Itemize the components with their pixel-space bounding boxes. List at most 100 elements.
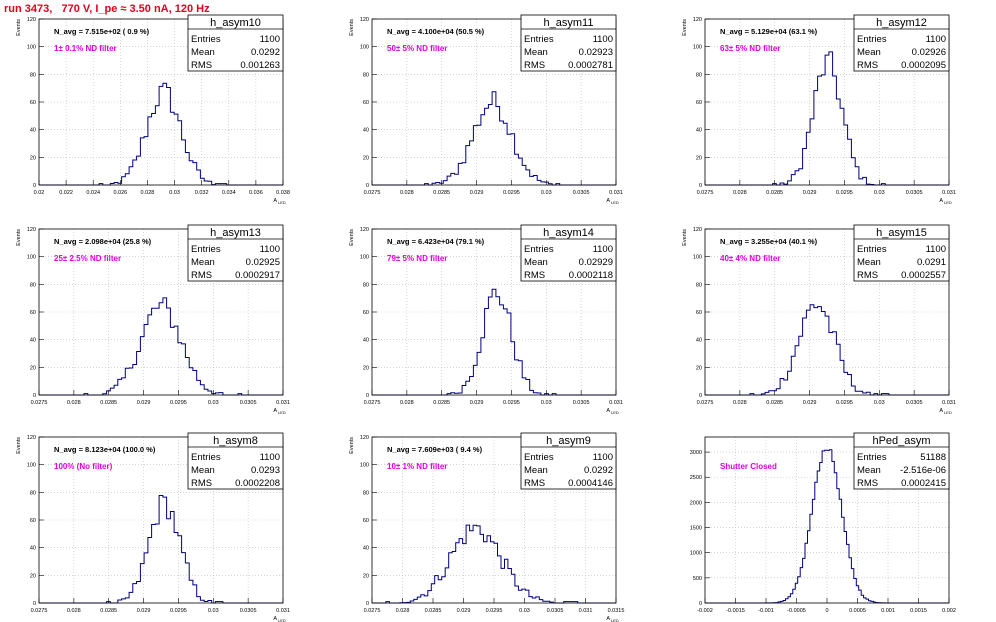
x-tick-label: 0.0295 bbox=[836, 400, 853, 406]
x-tick-label: 0.0305 bbox=[906, 400, 923, 406]
y-tick-label: 120 bbox=[27, 17, 36, 23]
stats-entries-label: Entries bbox=[524, 244, 554, 255]
y-tick-label: 60 bbox=[30, 100, 36, 106]
x-tick-label: 0.028 bbox=[396, 608, 410, 614]
x-tick-label: 0.029 bbox=[803, 190, 817, 196]
y-tick-label: 40 bbox=[696, 338, 702, 344]
stats-entries-value: 1100 bbox=[260, 244, 280, 255]
x-tick-label: -0.001 bbox=[758, 608, 774, 614]
stats-entries-value: 1100 bbox=[593, 34, 613, 45]
x-axis-title: A bbox=[939, 408, 943, 414]
stats-rms-value: 0.001263 bbox=[240, 60, 280, 71]
filter-label: 1± 0.1% ND filter bbox=[54, 44, 117, 53]
stats-mean-label: Mean bbox=[857, 47, 881, 58]
x-tick-label: -0.0005 bbox=[787, 608, 806, 614]
stats-rms-value: 0.0002557 bbox=[901, 270, 946, 281]
stats-rms-label: RMS bbox=[524, 270, 545, 281]
stats-mean-label: Mean bbox=[191, 465, 215, 476]
x-tick-label: 0.0305 bbox=[573, 190, 590, 196]
stats-rms-value: 0.0002917 bbox=[235, 270, 280, 281]
x-tick-label: 0.0275 bbox=[697, 190, 714, 196]
y-tick-label: 40 bbox=[696, 128, 702, 134]
x-tick-label: 0.0305 bbox=[906, 190, 923, 196]
x-tick-label: 0.0275 bbox=[364, 400, 381, 406]
x-tick-label: 0.024 bbox=[86, 190, 100, 196]
x-tick-label: 0.0275 bbox=[364, 190, 381, 196]
x-tick-label: 0.0285 bbox=[425, 608, 442, 614]
y-tick-label: 100 bbox=[27, 45, 36, 51]
stats-rms-value: 0.0002208 bbox=[235, 478, 280, 489]
stats-entries-label: Entries bbox=[191, 452, 221, 463]
x-tick-label: 0.0285 bbox=[766, 400, 783, 406]
y-tick-label: 80 bbox=[30, 72, 36, 78]
x-tick-label: 0.029 bbox=[137, 400, 151, 406]
histogram-panel-h_asym10 bbox=[38, 14, 284, 186]
y-tick-label: 80 bbox=[696, 72, 702, 78]
x-axis-title: A bbox=[606, 198, 610, 204]
y-axis-title: Events bbox=[682, 229, 688, 246]
x-tick-label: 0.029 bbox=[137, 608, 151, 614]
stats-rms-label: RMS bbox=[191, 60, 212, 71]
y-tick-label: 40 bbox=[363, 546, 369, 552]
x-tick-label: 0.002 bbox=[942, 608, 956, 614]
stats-entries-value: 1100 bbox=[926, 244, 946, 255]
y-tick-label: 100 bbox=[693, 255, 702, 261]
filter-label: 79± 5% ND filter bbox=[387, 254, 447, 263]
stats-title: h_asym14 bbox=[543, 227, 594, 239]
stats-mean-value: -2.516e-06 bbox=[900, 465, 946, 476]
y-tick-label: 20 bbox=[696, 365, 702, 371]
histogram-panel-h_asym11 bbox=[371, 14, 617, 186]
stats-entries-label: Entries bbox=[191, 34, 221, 45]
y-tick-label: 80 bbox=[30, 490, 36, 496]
y-tick-label: 2500 bbox=[690, 475, 702, 481]
stats-entries-value: 1100 bbox=[593, 452, 613, 463]
x-tick-label: 0.028 bbox=[400, 190, 414, 196]
stats-entries-value: 1100 bbox=[926, 34, 946, 45]
x-axis-title-subscript: LED bbox=[944, 410, 952, 415]
x-tick-label: 0.0015 bbox=[910, 608, 927, 614]
x-axis-title: A bbox=[273, 408, 277, 414]
y-tick-label: 80 bbox=[363, 72, 369, 78]
histogram-line bbox=[39, 82, 283, 186]
x-tick-label: 0.0295 bbox=[503, 400, 520, 406]
y-tick-label: 120 bbox=[27, 227, 36, 233]
y-tick-label: 60 bbox=[363, 518, 369, 524]
stats-entries-label: Entries bbox=[857, 452, 887, 463]
x-tick-label: 0.03 bbox=[169, 190, 180, 196]
filter-label: 50± 5% ND filter bbox=[387, 44, 447, 53]
stats-mean-value: 0.02923 bbox=[579, 47, 613, 58]
x-axis-title: A bbox=[273, 616, 277, 622]
stats-mean-label: Mean bbox=[524, 257, 548, 268]
x-tick-label: 0.0295 bbox=[486, 608, 503, 614]
x-tick-label: 0.028 bbox=[733, 400, 747, 406]
x-tick-label: 0.0285 bbox=[100, 608, 117, 614]
x-tick-label: 0.0295 bbox=[503, 190, 520, 196]
navg-label: N_avg = 8.123e+04 (100.0 %) bbox=[54, 445, 156, 454]
x-tick-label: 0.029 bbox=[470, 400, 484, 406]
x-tick-label: 0.026 bbox=[113, 190, 127, 196]
x-tick-label: 0.0285 bbox=[766, 190, 783, 196]
stats-mean-value: 0.02929 bbox=[579, 257, 613, 268]
y-tick-label: 0 bbox=[33, 601, 36, 607]
stats-rms-label: RMS bbox=[524, 60, 545, 71]
stats-box bbox=[853, 224, 950, 282]
y-tick-label: 3000 bbox=[690, 450, 702, 456]
x-tick-label: 0.028 bbox=[141, 190, 155, 196]
y-tick-label: 0 bbox=[699, 183, 702, 189]
y-tick-label: 0 bbox=[33, 393, 36, 399]
y-axis-title: Events bbox=[16, 19, 22, 36]
y-tick-label: 20 bbox=[696, 155, 702, 161]
stats-title: h_asym12 bbox=[876, 17, 927, 29]
stats-box bbox=[520, 14, 617, 72]
x-tick-label: -0.002 bbox=[697, 608, 713, 614]
stats-title: h_asym13 bbox=[210, 227, 261, 239]
y-tick-label: 0 bbox=[366, 183, 369, 189]
y-tick-label: 20 bbox=[363, 365, 369, 371]
stats-entries-value: 51188 bbox=[920, 452, 946, 463]
histogram-line bbox=[705, 304, 949, 396]
navg-label: N_avg = 7.515e+02 ( 0.9 %) bbox=[54, 27, 150, 36]
stats-box bbox=[187, 224, 284, 282]
stats-box bbox=[187, 14, 284, 72]
y-tick-label: 20 bbox=[363, 155, 369, 161]
